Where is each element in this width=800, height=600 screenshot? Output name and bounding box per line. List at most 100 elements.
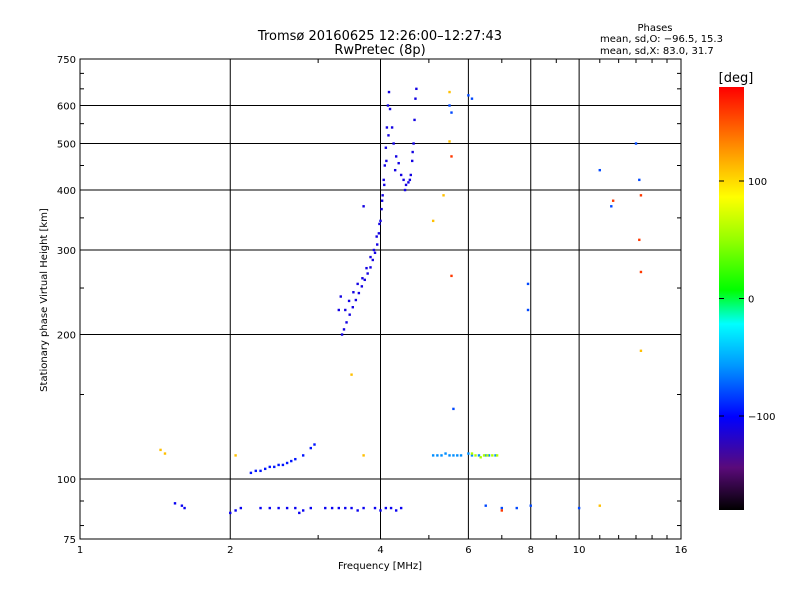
data-point	[383, 183, 386, 187]
data-point	[482, 454, 486, 457]
data-point	[477, 454, 481, 457]
x-axis-label: Frequency [MHz]	[338, 561, 422, 572]
data-point	[173, 502, 177, 505]
data-point	[372, 248, 376, 252]
y-tick-label: 500	[57, 140, 76, 151]
data-point	[379, 219, 382, 223]
data-point	[348, 313, 351, 316]
data-point	[345, 321, 348, 324]
data-point	[362, 454, 365, 457]
data-point	[409, 173, 412, 177]
data-point	[436, 454, 439, 457]
data-point	[301, 509, 305, 512]
data-point	[365, 266, 368, 270]
data-point	[403, 188, 407, 192]
y-tick-label: 600	[57, 102, 76, 113]
colorbar-label: [deg]	[719, 71, 754, 86]
colorbar-tick-label: 100	[748, 177, 767, 188]
data-point	[281, 463, 285, 467]
y-tick-label: 400	[57, 186, 76, 197]
data-point	[448, 454, 451, 457]
x-tick-label: 4	[377, 545, 383, 556]
data-point	[408, 178, 412, 182]
data-point	[495, 454, 499, 457]
data-point	[450, 274, 453, 278]
data-point	[411, 150, 414, 154]
data-point	[330, 506, 334, 510]
data-point	[577, 506, 581, 510]
data-point	[356, 282, 359, 286]
data-point	[479, 456, 482, 459]
data-point	[337, 308, 341, 312]
plot-area: 1 2 4 6 8 10 16 75 100 200 300 400 500 600 750	[57, 55, 687, 556]
chart-title: Tromsø 20160625 12:26:00–12:27:43	[257, 29, 502, 44]
stats-line-x: mean, sd,X: 83.0, 31.7	[600, 46, 714, 57]
data-point	[404, 183, 408, 187]
data-point	[234, 454, 237, 457]
data-point	[486, 454, 489, 457]
data-point	[484, 504, 487, 507]
data-point	[399, 173, 403, 177]
data-point	[268, 465, 271, 469]
y-tick-label: 100	[57, 475, 76, 486]
data-point	[342, 328, 346, 331]
data-point	[634, 142, 638, 145]
colorbar-ticks: 100 0 −100	[719, 177, 775, 423]
data-point	[386, 104, 390, 107]
data-point	[467, 94, 470, 97]
data-point	[385, 126, 389, 129]
data-point	[474, 454, 477, 457]
data-point	[450, 111, 453, 114]
data-point	[373, 506, 377, 510]
data-point	[394, 155, 398, 158]
data-point	[309, 446, 312, 450]
data-point	[384, 506, 388, 510]
data-point	[384, 146, 388, 149]
data-point	[500, 506, 504, 510]
data-point	[494, 454, 497, 457]
data-point	[393, 168, 397, 172]
data-point	[611, 199, 615, 202]
data-point	[407, 181, 410, 184]
data-point	[394, 509, 398, 512]
data-point	[639, 349, 643, 352]
data-point	[180, 504, 184, 507]
data-point	[467, 452, 470, 455]
data-point	[324, 506, 327, 510]
data-point	[294, 506, 297, 510]
data-point	[389, 506, 393, 510]
y-tick-label: 300	[57, 246, 76, 257]
data-point	[369, 255, 372, 259]
colorbar-tick-label: −100	[748, 412, 775, 423]
data-point	[350, 506, 353, 510]
data-point	[414, 97, 417, 100]
data-point	[273, 465, 276, 469]
stats-header: Phases	[637, 23, 672, 34]
data-point	[294, 457, 297, 461]
data-point	[347, 299, 351, 303]
data-point	[309, 506, 312, 510]
data-point	[529, 504, 532, 507]
x-tick-label: 2	[227, 545, 233, 556]
data-point	[526, 308, 530, 312]
data-point	[450, 155, 453, 158]
data-point	[268, 506, 271, 510]
data-point	[638, 178, 641, 182]
x-tick-label: 8	[528, 545, 534, 556]
data-point	[399, 506, 403, 510]
data-point	[344, 308, 347, 312]
data-point	[264, 467, 267, 471]
data-point	[360, 285, 364, 288]
data-point	[350, 373, 353, 376]
x-tick-label: 16	[675, 545, 688, 556]
data-point	[515, 506, 518, 510]
data-point	[337, 506, 341, 510]
data-point	[448, 140, 451, 143]
data-point	[412, 142, 415, 145]
data-point	[638, 238, 641, 242]
data-point	[440, 454, 443, 457]
data-point	[377, 232, 381, 235]
data-point	[380, 207, 383, 211]
data-point	[431, 219, 435, 223]
data-point	[351, 306, 354, 309]
